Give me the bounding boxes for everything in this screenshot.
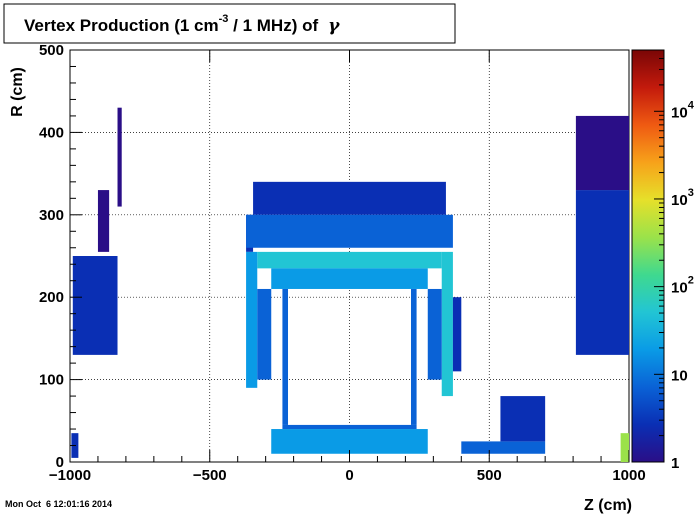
- heatmap-region-10: [441, 251, 453, 397]
- heatmap-region-17: [461, 441, 546, 454]
- x-tick-label-0: −1000: [49, 467, 91, 484]
- title-box: Vertex Production (1 cm-3 / 1 MHz) of γ: [3, 3, 456, 44]
- x-tick-label-1: −500: [193, 467, 227, 484]
- heatmap-region-12: [452, 297, 462, 372]
- heatmap-regions: [71, 107, 629, 462]
- color-bar-label-0: 1: [671, 455, 679, 472]
- heatmap-region-22: [620, 433, 629, 462]
- heatmap-region-19: [575, 190, 629, 355]
- y-tick-label-3: 300: [39, 207, 64, 224]
- heatmap-region-11: [427, 288, 442, 380]
- y-tick-label-1: 100: [39, 372, 64, 389]
- heatmap-region-20: [575, 115, 629, 191]
- y-tick-label-0: 0: [56, 454, 64, 471]
- chart-title-symbol: γ: [328, 16, 340, 36]
- x-tick-label-3: 500: [477, 467, 502, 484]
- color-bar-ticks: [654, 49, 664, 463]
- heatmap-region-4: [253, 181, 446, 215]
- heatmap-region-7: [271, 268, 428, 289]
- chart-title-superscript: -3: [219, 13, 229, 25]
- x-axis-title: Z (cm): [584, 497, 632, 514]
- chart-title: Vertex Production (1 cm: [24, 16, 219, 35]
- heatmap-region-13: [282, 288, 289, 425]
- x-tick-labels: −1000 −500 0 500 1000: [49, 467, 646, 484]
- heatmap-region-5: [246, 214, 453, 248]
- heatmap-region-0: [72, 256, 118, 355]
- svg-text:Vertex Production (1 cm-3 / 1: Vertex Production (1 cm-3 / 1 MHz) of γ: [24, 13, 340, 36]
- heatmap-region-1: [97, 190, 110, 252]
- x-tick-label-4: 1000: [612, 467, 645, 484]
- heatmap-region-6: [257, 251, 442, 269]
- color-bar-gradient: [631, 49, 665, 463]
- heatmap-region-8: [246, 251, 258, 388]
- x-tick-label-2: 0: [345, 467, 353, 484]
- color-bar-label-2: 102: [671, 275, 694, 297]
- y-tick-label-5: 500: [39, 42, 64, 59]
- heatmap-region-14: [410, 288, 417, 425]
- y-axis-title: R (cm): [9, 67, 26, 117]
- heatmap-region-16: [271, 429, 428, 454]
- y-tick-label-4: 400: [39, 124, 64, 141]
- color-bar-label-4: 104: [671, 99, 695, 121]
- heatmap-region-15: [282, 424, 417, 430]
- color-bar-label-3: 103: [671, 187, 694, 209]
- heatmap-region-2: [117, 107, 122, 207]
- chart-title-rest: / 1 MHz) of: [228, 16, 318, 35]
- color-bar-labels: 1 10 102 103 104: [671, 99, 695, 472]
- heatmap-region-9: [257, 288, 272, 380]
- heatmap-region-18: [500, 396, 546, 442]
- axis-ticks: [69, 49, 630, 463]
- color-bar: 1 10 102 103 104: [631, 49, 695, 472]
- y-tick-label-2: 200: [39, 289, 64, 306]
- y-tick-labels: 0 100 200 300 400 500: [39, 42, 64, 471]
- timestamp: Mon Oct 6 12:01:16 2014: [5, 499, 112, 509]
- color-bar-label-1: 10: [671, 367, 688, 384]
